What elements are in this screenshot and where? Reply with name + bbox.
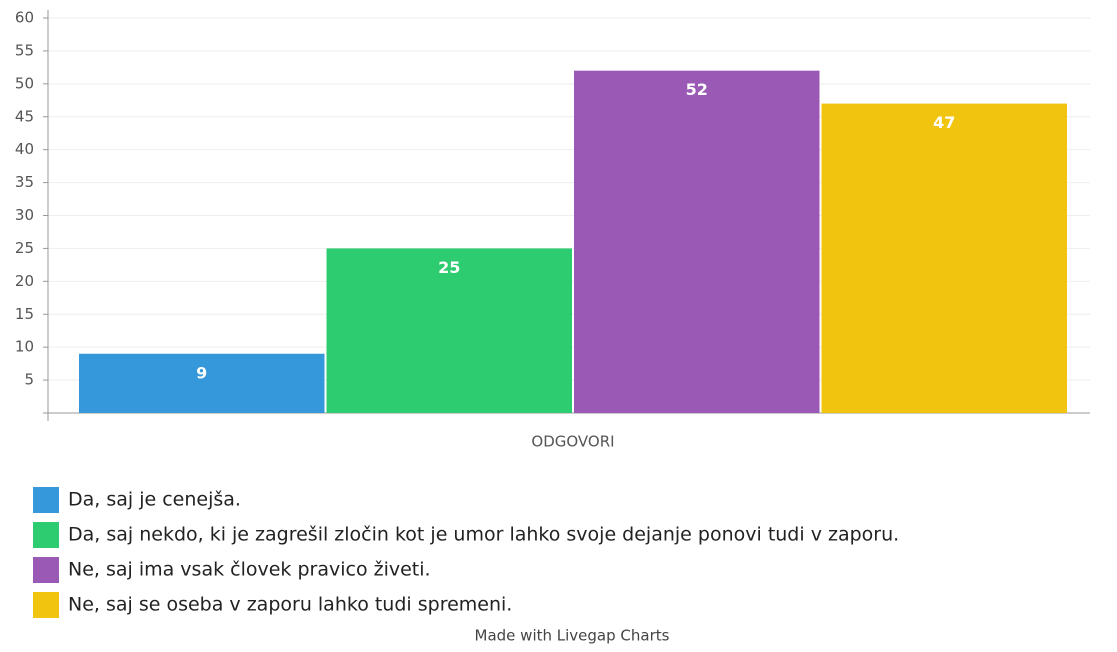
y-tick-label: 5 — [24, 371, 34, 389]
y-tick-label: 10 — [15, 338, 34, 356]
y-tick-label: 50 — [15, 74, 34, 92]
value-label: 25 — [438, 258, 460, 277]
legend-swatch — [33, 487, 59, 513]
y-tick-label: 20 — [15, 272, 34, 290]
y-tick-label: 40 — [15, 140, 34, 158]
credit: Made with Livegap Charts — [475, 627, 670, 645]
bar — [79, 353, 325, 413]
legend-swatch — [33, 557, 59, 583]
y-tick-label: 30 — [15, 206, 34, 224]
x-tick-label: ODGOVORI — [531, 433, 614, 451]
legend-label: Ne, saj se oseba v zaporu lahko tudi spr… — [68, 594, 512, 616]
y-tick-label: 25 — [15, 239, 34, 257]
bar — [821, 103, 1067, 413]
legend-label: Da, saj nekdo, ki je zagrešil zločin kot… — [68, 524, 899, 546]
value-label: 52 — [686, 80, 708, 99]
y-tick-label: 45 — [15, 107, 34, 125]
bar — [574, 70, 820, 414]
value-label: 47 — [933, 113, 955, 132]
y-tick-label: 15 — [15, 305, 34, 323]
y-tick-label: 35 — [15, 173, 34, 191]
legend-swatch — [33, 592, 59, 618]
y-tick-label: 55 — [15, 41, 34, 59]
legend-label: Da, saj je cenejša. — [68, 489, 241, 511]
bar — [326, 248, 572, 413]
legend-swatch — [33, 522, 59, 548]
value-label: 9 — [196, 363, 207, 382]
legend-label: Ne, saj ima vsak človek pravico živeti. — [68, 559, 431, 581]
y-tick-label: 60 — [15, 9, 34, 27]
